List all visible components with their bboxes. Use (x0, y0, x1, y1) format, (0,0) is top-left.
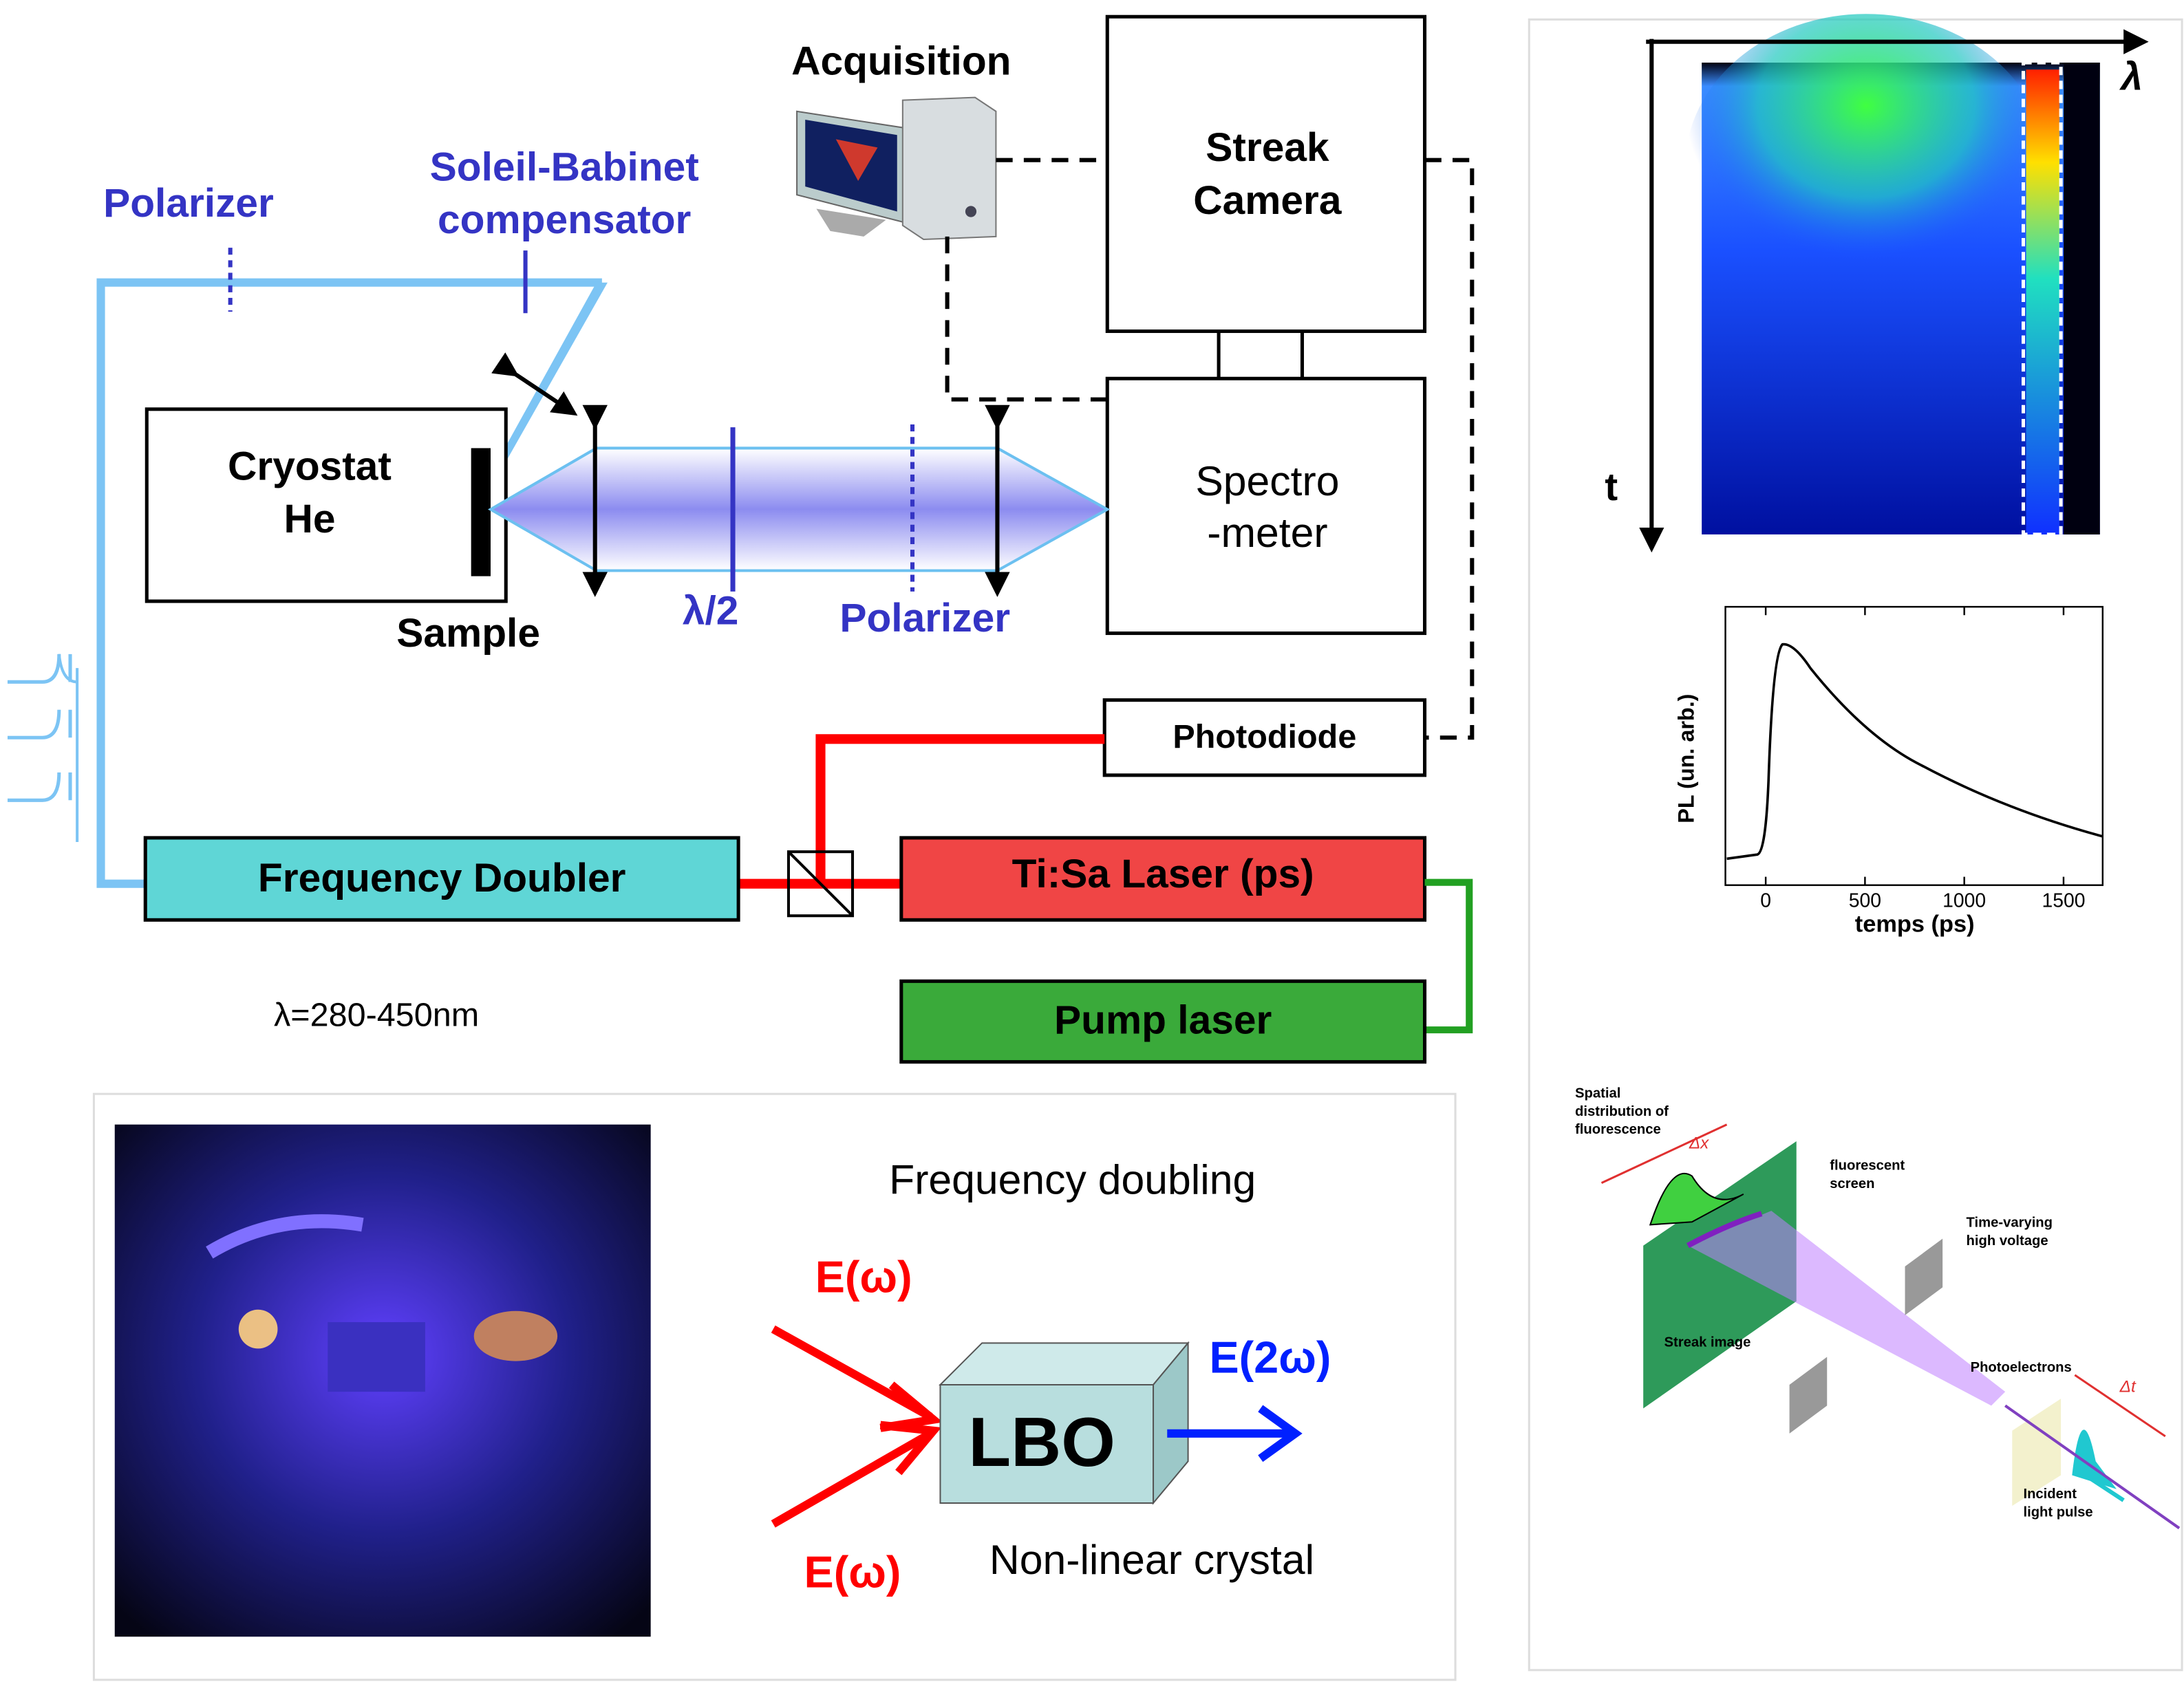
lab-photo (115, 1125, 651, 1637)
delta-x-label: Δx (1689, 1134, 1709, 1152)
streak-image (1685, 14, 2100, 535)
computer-icon (797, 98, 996, 239)
photodiode-label: Photodiode (1173, 718, 1356, 755)
streak-camera-box (1107, 17, 1424, 331)
principle-label: screen (1830, 1176, 1874, 1191)
crystal-caption: Non-linear crystal (989, 1536, 1314, 1583)
input-arrows (773, 1329, 934, 1524)
pl-plot: PL (un. arb.) temps (ps) 0 500 1000 1500 (1673, 607, 2102, 937)
pump-beam (1425, 883, 1470, 1030)
streak-camera-label: Streak (1206, 125, 1329, 170)
principle-label: Time-varying (1967, 1216, 2053, 1231)
spectrometer-label: Spectro (1195, 457, 1339, 504)
spectrometer-label: -meter (1207, 509, 1327, 556)
sample (471, 448, 491, 576)
principle-label: Spatial (1575, 1086, 1620, 1101)
spectrometer-box (1107, 378, 1424, 633)
cryostat-label: Cryostat (228, 444, 392, 488)
input-field: E(ω) (804, 1546, 901, 1597)
input-field: E(ω) (815, 1251, 912, 1302)
compensator-label: compensator (438, 197, 691, 242)
time-label: t (1605, 466, 1618, 509)
x-tick-label: 500 (1849, 889, 1881, 911)
x-axis-label: temps (ps) (1855, 911, 1975, 937)
streak-principle (1601, 1125, 2179, 1529)
luminescence-beam (491, 448, 1107, 570)
lambda-label: λ (2119, 55, 2143, 98)
principle-label: high voltage (1967, 1233, 2048, 1249)
doubler-label: Frequency Doubler (258, 856, 626, 900)
principle-label: Incident (2023, 1487, 2077, 1502)
polarizer-label: Polarizer (839, 596, 1010, 640)
y-axis-label: PL (un. arb.) (1673, 694, 1698, 823)
x-tick-label: 1000 (1942, 889, 1986, 911)
page: Acquisition Streak Camera Spectro -meter… (0, 0, 2184, 1684)
half-wave-label: λ/2 (683, 589, 739, 634)
polarizer-label: Polarizer (103, 181, 274, 226)
cryostat-label: He (284, 497, 336, 541)
plot-frame (1726, 607, 2103, 885)
streak-camera-label: Camera (1193, 178, 1342, 223)
x-tick-label: 0 (1760, 889, 1771, 911)
doubling-title: Frequency doubling (889, 1156, 1256, 1203)
compensator-label: Soleil-Babinet (430, 144, 699, 189)
sample-label: Sample (396, 611, 540, 656)
crystal-label: LBO (968, 1403, 1115, 1481)
acquisition-label: Acquisition (791, 39, 1011, 84)
wavelength-range: λ=280-450nm (274, 997, 479, 1034)
principle-label: Streak image (1664, 1335, 1751, 1350)
principle-label: fluorescent (1830, 1158, 1905, 1174)
x-tick-label: 1500 (2042, 889, 2085, 911)
principle-label: fluorescence (1575, 1122, 1661, 1137)
tisa-label: Ti:Sa Laser (ps) (1012, 852, 1314, 896)
principle-label: light pulse (2023, 1504, 2092, 1520)
output-field: E(2ω) (1209, 1332, 1331, 1383)
principle-label: Photoelectrons (1971, 1360, 2072, 1375)
principle-label: distribution of (1575, 1104, 1669, 1119)
pump-label: Pump laser (1054, 998, 1272, 1043)
delta-t-label: Δt (2119, 1377, 2137, 1396)
